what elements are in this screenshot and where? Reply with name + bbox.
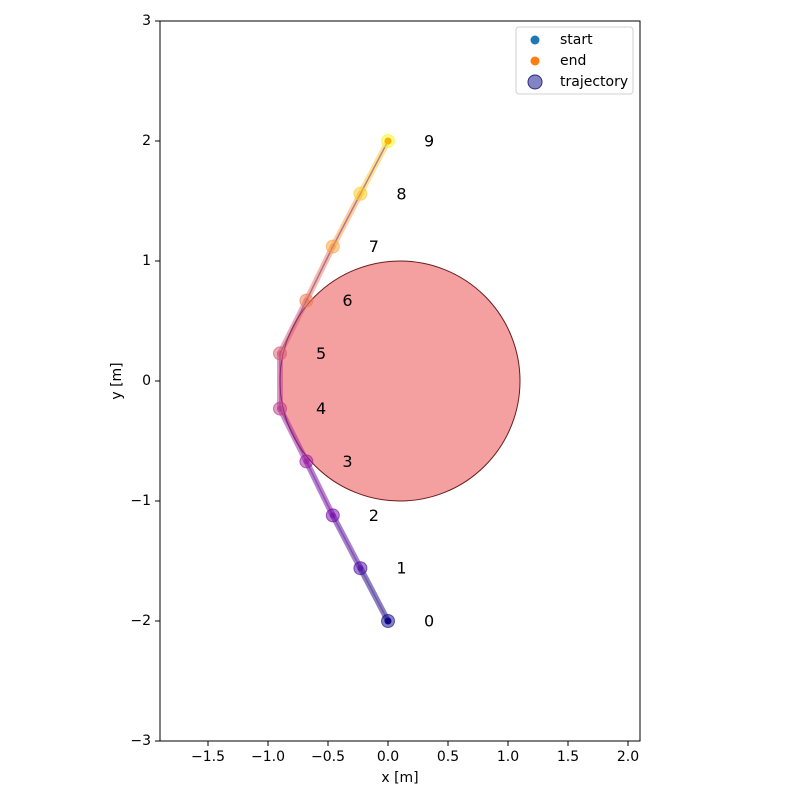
trajectory-point-1: [353, 561, 368, 576]
axis-ticks: −1.5 −1.0 −0.5 0.0 0.5 1.0 1.5 2.0 −3 −2 −1 0 1 2 3: [130, 13, 639, 765]
legend-box: [515, 26, 634, 95]
x-tick-label: 1.5: [557, 749, 579, 765]
legend-label-trajectory: trajectory: [560, 74, 628, 90]
trajectory-point-2: [325, 508, 340, 523]
x-tick-label: −1.5: [191, 749, 225, 765]
point-index-label-2: 2: [369, 506, 379, 525]
point-index-label-7: 7: [369, 237, 379, 256]
trajectory-point-4: [273, 401, 287, 416]
point-index-label-5: 5: [316, 344, 326, 363]
legend-label-start: start: [560, 32, 593, 48]
trajectory-point-8: [353, 186, 368, 201]
legend-marker-trajectory: [527, 74, 543, 90]
trajectory-line: [279, 140, 389, 622]
legend-label-end: end: [560, 53, 586, 69]
end-point: [384, 137, 392, 145]
y-tick-label: 0: [142, 373, 151, 389]
x-tick-label: 2.0: [617, 749, 639, 765]
plot-area: 0 1 2 3 4 5 6 7 8 9: [273, 132, 521, 631]
trajectory-point-7: [325, 239, 340, 254]
y-tick-label: 2: [142, 133, 151, 149]
point-index-label-6: 6: [342, 291, 352, 310]
point-index-label-3: 3: [342, 452, 352, 471]
x-tick-label: 0.0: [377, 749, 399, 765]
obstacle-circle: [279, 260, 521, 502]
start-point: [384, 617, 392, 625]
legend-marker-start: [530, 35, 540, 45]
y-tick-label: 3: [142, 13, 151, 29]
y-tick-label: −3: [130, 733, 151, 749]
legend: start end trajectory: [515, 26, 634, 95]
trajectory-point-5: [273, 346, 287, 361]
point-index-label-9: 9: [424, 132, 434, 151]
x-tick-label: 0.5: [437, 749, 459, 765]
trajectory-point-6: [299, 293, 314, 308]
x-tick-label: −1.0: [251, 749, 285, 765]
point-index-label-1: 1: [396, 559, 406, 578]
y-tick-label: −1: [130, 493, 151, 509]
legend-marker-end: [530, 56, 540, 66]
trajectory-point-3: [299, 454, 314, 469]
point-index-label-4: 4: [316, 399, 326, 418]
y-tick-label: 1: [142, 253, 151, 269]
y-tick-label: −2: [130, 613, 151, 629]
x-tick-label: −0.5: [311, 749, 345, 765]
point-index-label-8: 8: [396, 184, 406, 203]
point-index-label-0: 0: [424, 612, 434, 631]
y-axis-label: y [m]: [109, 362, 125, 399]
x-tick-label: 1.0: [497, 749, 519, 765]
x-axis-label: x [m]: [381, 770, 418, 786]
